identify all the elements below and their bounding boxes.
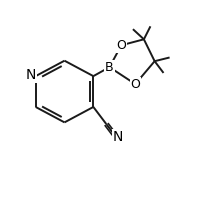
Text: O: O: [116, 39, 126, 52]
Text: N: N: [26, 68, 36, 82]
Text: O: O: [130, 78, 140, 91]
Text: B: B: [105, 61, 114, 74]
Text: N: N: [113, 130, 123, 144]
